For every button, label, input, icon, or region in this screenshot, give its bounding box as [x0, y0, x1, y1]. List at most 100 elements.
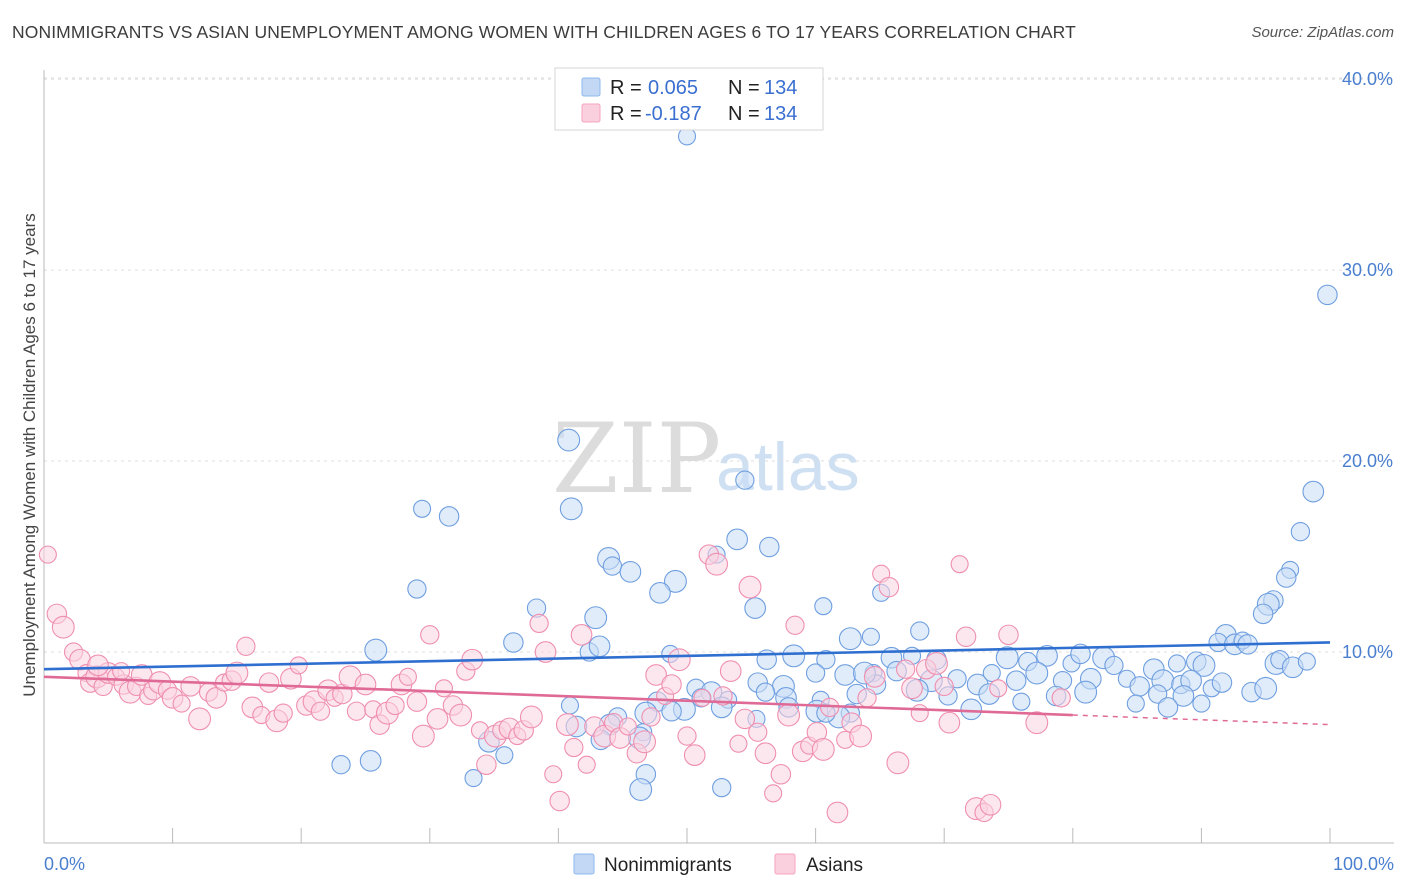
- asians-point: [1025, 711, 1049, 735]
- asians-point: [719, 660, 742, 682]
- nonimmigrants-point: [413, 499, 432, 518]
- nonimmigrants-point: [814, 597, 833, 616]
- asians-point: [519, 705, 543, 729]
- asians-point: [857, 688, 877, 708]
- nonimmigrants-point: [759, 536, 780, 558]
- asians-point: [641, 707, 661, 727]
- x-ticks: [43, 828, 1331, 843]
- series-legend-label-nonimmigrants: Nonimmigrants: [604, 855, 732, 876]
- nonimmigrants-point: [1211, 672, 1233, 693]
- asians-point: [564, 737, 584, 758]
- asians-point: [998, 624, 1019, 646]
- asians-point: [895, 659, 916, 679]
- nonimmigrants-point: [838, 627, 862, 651]
- asians-point: [886, 751, 910, 775]
- axes: [43, 70, 1394, 844]
- nonimmigrants-point: [649, 581, 671, 604]
- nonimmigrants-point: [663, 569, 687, 593]
- asians-point: [385, 695, 405, 716]
- x-tick-label-max: 100.0%: [1333, 854, 1394, 874]
- asians-point: [955, 626, 977, 647]
- asians-point: [863, 666, 886, 688]
- asians-point: [901, 677, 923, 700]
- asians-point: [748, 722, 768, 742]
- asians-point: [934, 676, 954, 697]
- nonimmigrants-point: [782, 644, 806, 668]
- y-tick-label: 20.0%: [1342, 451, 1393, 471]
- nonimmigrants-point: [464, 769, 483, 788]
- nonimmigrants-point: [1276, 567, 1297, 588]
- y-tick-label: 10.0%: [1342, 642, 1393, 662]
- nonimmigrants-point: [1252, 603, 1274, 625]
- nonimmigrants-point: [331, 755, 351, 775]
- asians-point: [938, 711, 961, 734]
- nonimmigrants-point: [805, 663, 826, 683]
- asians-point: [950, 555, 969, 574]
- nonimmigrants-point: [735, 470, 755, 490]
- asians-point: [979, 793, 1002, 816]
- stats-legend-r-label-2: R =: [610, 103, 642, 125]
- chart-title: NONIMMIGRANTS VS ASIAN UNEMPLOYMENT AMON…: [12, 22, 1076, 42]
- stats-legend-n-label-2: N =: [728, 103, 760, 125]
- asians-point: [310, 701, 331, 721]
- series-asians-points: [38, 544, 1071, 824]
- nonimmigrants-point: [1070, 643, 1091, 665]
- series-legend: Nonimmigrants Asians: [573, 853, 863, 876]
- nonimmigrants-point: [560, 696, 580, 715]
- asians-point: [770, 763, 792, 785]
- stats-legend-swatch-nonimmigrants: [581, 77, 601, 97]
- asians-point: [713, 686, 733, 706]
- stats-legend-r-value-2: -0.187: [645, 103, 702, 125]
- asians-point: [811, 737, 835, 761]
- nonimmigrants-point: [503, 632, 524, 653]
- nonimmigrants-point: [359, 750, 382, 772]
- asians-point: [529, 613, 549, 634]
- asians-point: [754, 742, 777, 765]
- asians-point: [426, 708, 449, 730]
- asians-point: [777, 703, 801, 727]
- asians-point: [729, 734, 748, 753]
- nonimmigrants-point: [559, 497, 583, 521]
- nonimmigrants-point: [557, 428, 581, 452]
- nonimmigrants-point: [982, 663, 1001, 683]
- asians-point: [354, 673, 377, 696]
- asians-point: [172, 694, 191, 713]
- y-tick-labels: 10.0% 20.0% 30.0% 40.0%: [1342, 69, 1393, 662]
- nonimmigrants-point: [816, 650, 836, 670]
- series-legend-label-asians: Asians: [806, 855, 863, 876]
- trend-lines: [43, 641, 1331, 726]
- nonimmigrants-point: [1129, 676, 1150, 697]
- asians-point: [289, 656, 308, 675]
- stats-legend: R = 0.065 N = 134 R = -0.187 N = 134: [554, 67, 824, 131]
- nonimmigrants-point: [960, 698, 983, 721]
- asians-point: [411, 724, 435, 748]
- nonimmigrants-point: [1126, 694, 1145, 713]
- asians-point: [449, 703, 473, 727]
- asians-point: [577, 755, 596, 774]
- nonimmigrants-point: [1192, 653, 1216, 677]
- nonimmigrants-point: [910, 621, 930, 641]
- nonimmigrants-point: [619, 560, 642, 583]
- stats-legend-r-value-1: 0.065: [648, 77, 698, 99]
- nonimmigrants-point: [1302, 480, 1325, 503]
- asians-point: [910, 704, 929, 723]
- nonimmigrants-point: [834, 664, 857, 686]
- asians-point: [549, 790, 570, 812]
- nonimmigrants-point: [755, 682, 776, 702]
- asians-point: [661, 674, 682, 695]
- asians-point: [346, 701, 367, 721]
- nonimmigrants-point: [629, 778, 653, 801]
- nonimmigrants-point: [1036, 644, 1058, 667]
- asians-point: [205, 687, 228, 709]
- stats-legend-r-label-1: R =: [610, 77, 642, 99]
- series-legend-swatch-nonimmigrants: [573, 853, 595, 875]
- asians-point: [785, 615, 805, 635]
- asians-point: [849, 724, 873, 748]
- nonimmigrants-point: [1157, 697, 1179, 718]
- nonimmigrants-point: [364, 638, 388, 662]
- y-tick-label: 40.0%: [1342, 69, 1393, 89]
- y-tick-label: 30.0%: [1342, 260, 1393, 280]
- nonimmigrants-point: [1005, 670, 1027, 691]
- asians-point: [236, 636, 256, 656]
